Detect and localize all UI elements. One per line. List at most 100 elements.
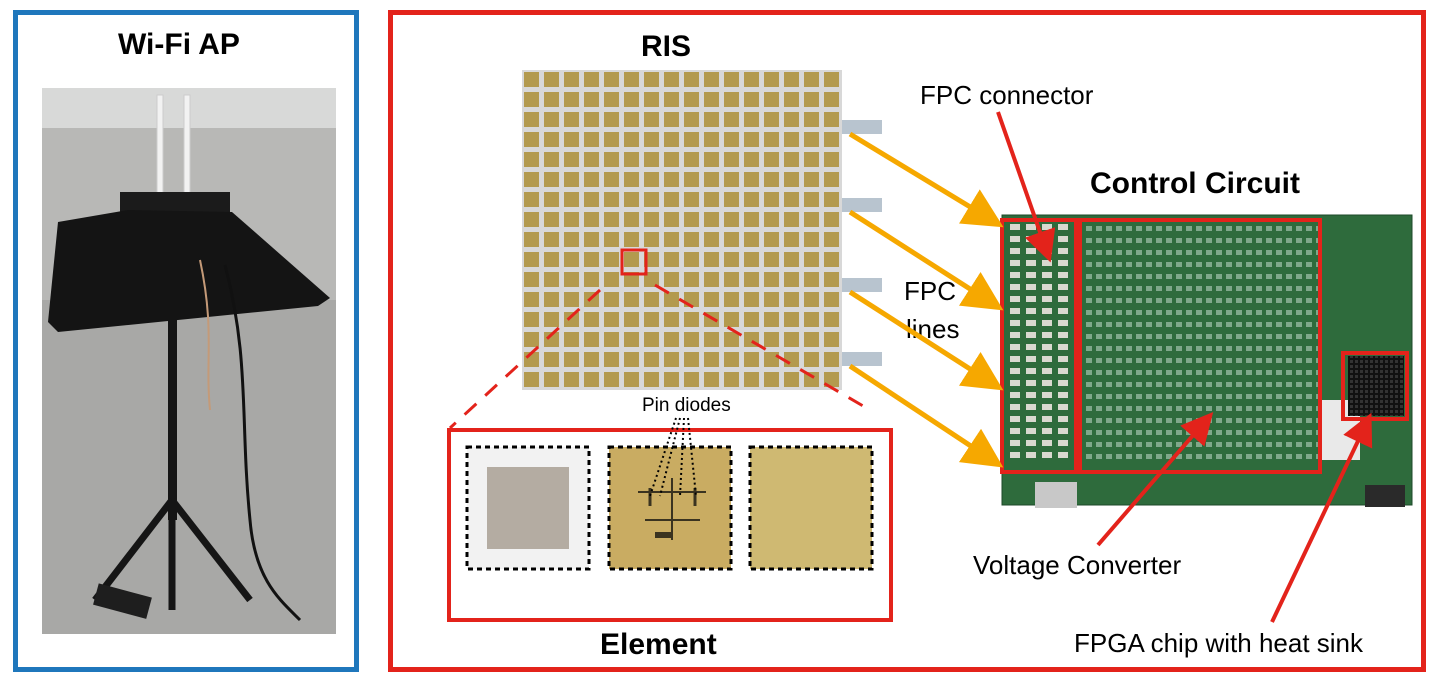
converter-component xyxy=(1146,358,1152,363)
ris-cell xyxy=(824,332,839,347)
converter-component xyxy=(1206,346,1212,351)
converter-component xyxy=(1126,430,1132,435)
ris-cell xyxy=(544,112,559,127)
converter-component xyxy=(1276,346,1282,351)
voltage-converter-box xyxy=(1078,218,1322,474)
ris-cell xyxy=(744,192,759,207)
fpc-connector-part xyxy=(1010,356,1020,362)
converter-component xyxy=(1206,358,1212,363)
converter-component xyxy=(1306,358,1312,363)
converter-component xyxy=(1306,274,1312,279)
fpc-connector-part xyxy=(1026,260,1036,266)
converter-component xyxy=(1096,406,1102,411)
ris-cell xyxy=(544,72,559,87)
converter-component xyxy=(1146,334,1152,339)
converter-component xyxy=(1146,262,1152,267)
converter-component xyxy=(1126,262,1132,267)
converter-component xyxy=(1156,322,1162,327)
converter-component xyxy=(1276,238,1282,243)
fpc-connector-part xyxy=(1010,272,1020,278)
fpc-lines-label-2: lines xyxy=(906,314,960,344)
converter-component xyxy=(1286,274,1292,279)
converter-component xyxy=(1306,250,1312,255)
converter-component xyxy=(1256,370,1262,375)
converter-component xyxy=(1136,298,1142,303)
ris-cell xyxy=(624,192,639,207)
ris-cell xyxy=(764,252,779,267)
ris-cell xyxy=(564,292,579,307)
fpc-connector-part xyxy=(1042,428,1052,434)
converter-component xyxy=(1266,226,1272,231)
ris-cell xyxy=(664,312,679,327)
ris-cell xyxy=(824,272,839,287)
ris-cell xyxy=(544,212,559,227)
converter-component xyxy=(1256,406,1262,411)
fpc-connector-part xyxy=(1058,236,1068,242)
converter-component xyxy=(1106,418,1112,423)
converter-component xyxy=(1206,454,1212,459)
converter-component xyxy=(1246,298,1252,303)
ris-cell xyxy=(724,332,739,347)
ris-cell xyxy=(584,212,599,227)
ris-cell xyxy=(684,332,699,347)
converter-component xyxy=(1216,454,1222,459)
voltage-converter-label: Voltage Converter xyxy=(973,550,1182,580)
converter-component xyxy=(1246,370,1252,375)
ris-cell xyxy=(784,92,799,107)
fpc-connector-part xyxy=(1042,404,1052,410)
converter-component xyxy=(1096,262,1102,267)
fpc-connector-part xyxy=(1058,344,1068,350)
ris-cell xyxy=(764,372,779,387)
ris-cell xyxy=(624,232,639,247)
fpc-connector-part xyxy=(1010,392,1020,398)
converter-component xyxy=(1216,298,1222,303)
fpc-connector-part xyxy=(1042,320,1052,326)
converter-component xyxy=(1086,382,1092,387)
converter-component xyxy=(1136,250,1142,255)
control-circuit-title: Control Circuit xyxy=(1090,167,1300,200)
ris-cell xyxy=(584,152,599,167)
converter-component xyxy=(1086,310,1092,315)
ris-cell xyxy=(764,152,779,167)
converter-component xyxy=(1086,322,1092,327)
converter-component xyxy=(1196,382,1202,387)
converter-component xyxy=(1266,238,1272,243)
ris-cell xyxy=(744,292,759,307)
ris-cell xyxy=(744,352,759,367)
patch-tile xyxy=(465,445,591,571)
ris-cell xyxy=(584,332,599,347)
converter-component xyxy=(1216,286,1222,291)
converter-component xyxy=(1126,250,1132,255)
ris-cell xyxy=(764,112,779,127)
converter-component xyxy=(1206,286,1212,291)
converter-component xyxy=(1086,286,1092,291)
converter-component xyxy=(1176,250,1182,255)
fpc-connector-part xyxy=(1010,248,1020,254)
ris-cell xyxy=(824,212,839,227)
converter-component xyxy=(1196,250,1202,255)
ris-cell xyxy=(764,292,779,307)
converter-component xyxy=(1126,382,1132,387)
converter-component xyxy=(1296,442,1302,447)
converter-component xyxy=(1236,382,1242,387)
ris-cell xyxy=(644,92,659,107)
converter-component xyxy=(1096,418,1102,423)
converter-component xyxy=(1096,370,1102,375)
ris-cell xyxy=(524,212,539,227)
converter-component xyxy=(1236,226,1242,231)
ris-cell xyxy=(804,252,819,267)
converter-component xyxy=(1206,310,1212,315)
zoom-line-left xyxy=(448,288,602,430)
converter-component xyxy=(1286,238,1292,243)
fpc-arrows xyxy=(848,131,1004,468)
converter-component xyxy=(1246,286,1252,291)
converter-component xyxy=(1106,370,1112,375)
converter-component xyxy=(1146,310,1152,315)
converter-component xyxy=(1296,286,1302,291)
ris-cell xyxy=(804,292,819,307)
ris-cell xyxy=(724,112,739,127)
ris-cell xyxy=(824,252,839,267)
converter-component xyxy=(1216,346,1222,351)
fpc-connector-part xyxy=(1026,236,1036,242)
ris-cell xyxy=(724,372,739,387)
